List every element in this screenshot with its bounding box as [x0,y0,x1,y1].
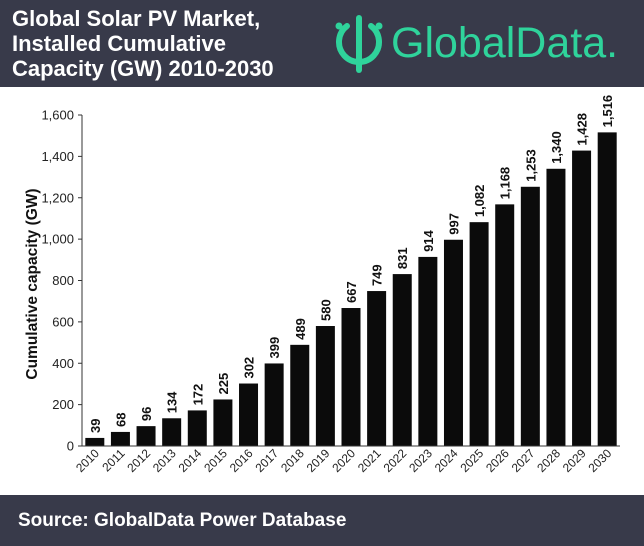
bar-2029 [572,150,592,446]
x-tick-label: 2015 [201,446,230,475]
bar-2018 [290,344,310,446]
data-label: 1,168 [498,167,513,200]
x-axis: 2010201120122013201420152016201720182019… [73,445,620,475]
x-tick-label: 2021 [355,446,384,475]
bar-2026 [495,204,515,446]
x-tick-label: 2012 [124,446,153,475]
source-note: Source: GlobalData Power Database [18,510,347,531]
data-label: 302 [242,357,257,379]
data-label: 39 [88,418,103,432]
bar-2014 [187,410,207,446]
bar-2019 [315,326,335,446]
data-label: 1,340 [549,131,564,164]
data-label: 1,253 [523,149,538,182]
data-label: 914 [421,229,436,251]
header-banner: Global Solar PV Market, Installed Cumula… [0,0,644,87]
bar-2021 [367,291,387,446]
x-tick-label: 2019 [304,446,333,475]
data-label: 667 [344,281,359,303]
footer-banner: Source: GlobalData Power Database [0,495,644,546]
y-tick-label: 1,200 [41,190,74,205]
globaldata-logo-icon [335,15,383,73]
bar-2028 [546,168,566,446]
data-label: 997 [446,213,461,235]
x-tick-label: 2014 [176,446,205,475]
x-tick-label: 2013 [150,446,179,475]
chart-title: Global Solar PV Market, Installed Cumula… [12,6,312,81]
title-line-1: Global Solar PV Market, [12,6,261,31]
x-tick-label: 2011 [99,446,127,474]
x-tick-label: 2026 [483,446,512,475]
x-tick-label: 2020 [329,446,358,475]
bar-2030 [597,132,617,446]
y-tick-label: 1,400 [41,149,74,164]
y-tick-label: 1,600 [41,108,74,123]
x-tick-label: 2027 [509,446,538,475]
x-tick-label: 2010 [73,446,102,475]
data-label: 68 [113,412,128,426]
globaldata-logo-text: GlobalData. [391,19,619,67]
bar-2020 [341,308,361,446]
bar-2010 [85,437,105,446]
globaldata-logo: GlobalData. [333,14,633,74]
x-tick-label: 2028 [534,446,563,475]
y-tick-label: 400 [52,356,74,371]
x-tick-label: 2024 [432,446,461,475]
data-label: 172 [190,384,205,406]
y-tick-label: 0 [67,439,74,454]
bar-2011 [110,431,130,446]
x-tick-label: 2018 [278,446,307,475]
bar-2013 [162,418,182,446]
x-tick-label: 2016 [227,446,256,475]
bar-2015 [213,399,233,446]
y-axis-label: Cumulative capacity (GW) [24,188,41,379]
x-tick-label: 2029 [560,446,589,475]
data-label: 749 [370,264,385,286]
bar-chart: 0 200 400 600 800 1,000 1,200 1,400 1,600 39 68 96… [24,95,620,475]
bar-2027 [520,186,540,446]
data-label: 225 [216,373,231,395]
data-label: 580 [318,299,333,321]
x-tick-label: 2023 [406,446,435,475]
data-label: 399 [267,337,282,359]
bar-2016 [239,383,259,446]
data-label: 96 [139,407,154,421]
data-label: 489 [293,318,308,340]
y-tick-label: 600 [52,314,74,329]
x-tick-label: 2017 [252,446,281,475]
bars: 39 68 96 134 172 225 302 399 489 580 667 749 831 914 9… [85,95,617,446]
data-label: 831 [395,247,410,269]
data-label: 1,428 [575,113,590,146]
bar-2025 [469,222,489,446]
bar-2023 [418,256,438,446]
data-label: 134 [165,391,180,413]
x-tick-label: 2022 [381,446,410,475]
x-tick-label: 2025 [457,446,486,475]
y-tick-label: 1,000 [41,232,74,247]
title-line-2: Installed Cumulative [12,31,226,56]
bar-2017 [264,363,284,446]
y-tick-label: 800 [52,273,74,288]
y-tick-label: 200 [52,397,74,412]
data-label: 1,516 [600,95,615,128]
bar-2024 [443,239,463,446]
data-label: 1,082 [472,185,487,218]
title-line-3: Capacity (GW) 2010-2030 [12,56,274,81]
bar-2012 [136,426,156,446]
y-axis: 0 200 400 600 800 1,000 1,200 1,400 1,600 [41,108,83,454]
x-tick-label: 2030 [586,446,615,475]
bar-2022 [392,274,412,446]
